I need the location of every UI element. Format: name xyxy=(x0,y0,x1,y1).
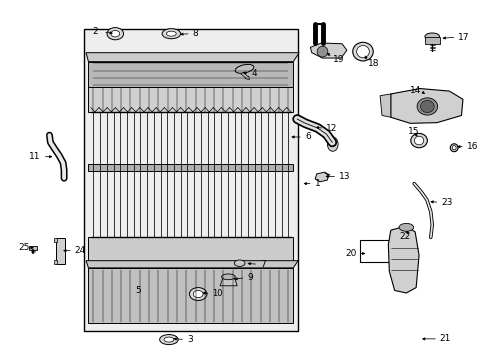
Polygon shape xyxy=(54,238,57,242)
Text: 15: 15 xyxy=(407,127,419,136)
Polygon shape xyxy=(86,261,298,268)
Polygon shape xyxy=(54,260,57,264)
Ellipse shape xyxy=(398,224,413,231)
Ellipse shape xyxy=(420,100,433,113)
Circle shape xyxy=(189,288,206,301)
Polygon shape xyxy=(310,43,346,58)
Text: 12: 12 xyxy=(326,124,337,133)
Polygon shape xyxy=(56,238,65,264)
Circle shape xyxy=(111,31,120,37)
Ellipse shape xyxy=(327,137,337,151)
Text: 4: 4 xyxy=(251,69,256,78)
Text: 8: 8 xyxy=(192,29,198,38)
Ellipse shape xyxy=(414,136,423,145)
Polygon shape xyxy=(88,164,293,171)
Text: 10: 10 xyxy=(211,289,222,298)
Ellipse shape xyxy=(356,45,368,58)
Ellipse shape xyxy=(416,98,437,115)
Ellipse shape xyxy=(235,64,253,73)
Text: 24: 24 xyxy=(75,246,86,255)
Text: 18: 18 xyxy=(367,59,379,68)
Circle shape xyxy=(193,291,203,298)
FancyBboxPatch shape xyxy=(83,30,298,330)
Polygon shape xyxy=(424,37,439,44)
Ellipse shape xyxy=(424,33,439,40)
Polygon shape xyxy=(88,62,293,87)
Polygon shape xyxy=(387,226,418,293)
Ellipse shape xyxy=(162,29,180,39)
Text: 1: 1 xyxy=(315,179,320,188)
Text: 21: 21 xyxy=(439,334,450,343)
Text: 22: 22 xyxy=(399,232,410,241)
Polygon shape xyxy=(315,172,328,182)
Ellipse shape xyxy=(449,144,457,152)
Text: 2: 2 xyxy=(92,27,98,36)
Polygon shape xyxy=(88,237,293,261)
Polygon shape xyxy=(379,94,390,117)
Text: 23: 23 xyxy=(441,198,452,207)
Text: 6: 6 xyxy=(305,132,310,141)
Ellipse shape xyxy=(352,42,372,61)
Ellipse shape xyxy=(410,134,427,148)
Ellipse shape xyxy=(166,31,176,36)
Text: 25: 25 xyxy=(18,243,30,252)
FancyArrow shape xyxy=(241,72,249,80)
Text: 17: 17 xyxy=(457,33,468,42)
Ellipse shape xyxy=(317,46,327,57)
Circle shape xyxy=(107,28,123,40)
Ellipse shape xyxy=(163,337,173,342)
Text: 19: 19 xyxy=(332,55,344,64)
Ellipse shape xyxy=(234,260,244,266)
Polygon shape xyxy=(88,268,293,323)
Text: 13: 13 xyxy=(338,172,350,181)
Text: 9: 9 xyxy=(247,273,253,282)
Polygon shape xyxy=(86,53,299,62)
Text: 11: 11 xyxy=(29,152,41,161)
Text: 20: 20 xyxy=(344,249,356,258)
Text: 3: 3 xyxy=(186,335,192,344)
Ellipse shape xyxy=(159,334,178,345)
Text: 7: 7 xyxy=(260,260,265,269)
Polygon shape xyxy=(88,87,293,112)
Text: 14: 14 xyxy=(409,86,421,95)
Polygon shape xyxy=(220,279,237,286)
Polygon shape xyxy=(29,246,37,249)
Text: 16: 16 xyxy=(466,142,477,151)
Polygon shape xyxy=(390,89,462,123)
Ellipse shape xyxy=(221,274,235,280)
Ellipse shape xyxy=(451,145,455,150)
FancyBboxPatch shape xyxy=(359,240,391,262)
Text: 5: 5 xyxy=(135,286,140,295)
